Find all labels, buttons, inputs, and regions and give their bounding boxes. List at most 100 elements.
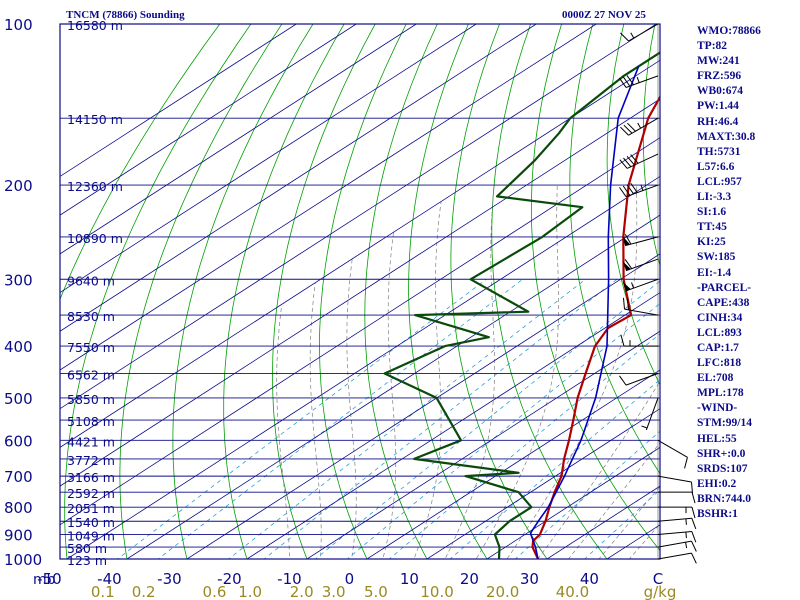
isotherm-line	[60, 24, 297, 177]
temperature-tick-label: C	[653, 570, 663, 588]
wind-barb-flag	[620, 334, 625, 347]
index-line: L57:6.6	[697, 160, 735, 173]
temperature-tick-label: -40	[97, 570, 122, 588]
height-label: 1540 m	[67, 515, 115, 530]
wind-barb-flag	[619, 77, 627, 88]
wind-barb-staff	[645, 397, 659, 431]
index-line: PW:1.44	[697, 100, 739, 113]
wind-barb-half-flag	[636, 76, 640, 83]
pressure-label: 900	[4, 527, 33, 545]
height-label: 10890 m	[67, 231, 123, 246]
height-label: 3166 m	[67, 470, 115, 485]
dry-adiabat-line	[408, 24, 488, 559]
wind-barb-flag	[624, 234, 632, 245]
dry-adiabat-line	[64, 24, 252, 559]
isotherm-line	[66, 175, 660, 559]
wind-barb-flag	[619, 375, 627, 386]
wind-barb-staff	[625, 258, 659, 272]
wind-barb	[657, 552, 697, 564]
dry-adiabat-line	[223, 24, 345, 559]
dry-adiabat-line	[119, 24, 283, 559]
temperature-tick-label: 10	[400, 570, 419, 588]
wind-barb	[620, 23, 659, 42]
index-line: EI:-1.4	[697, 266, 732, 279]
dry-adiabat-line	[642, 24, 660, 267]
wind-barb-flag	[620, 32, 629, 42]
wind-barb-staff	[626, 153, 659, 169]
wind-barb-staff	[657, 552, 692, 560]
mixing-ratio-tick-label: 2.0	[290, 583, 314, 600]
wind-barb-pennant	[622, 281, 631, 291]
wind-barb-half-flag	[630, 32, 635, 39]
mixing-ratio-line	[263, 278, 618, 559]
series-dew-point-line	[383, 51, 660, 559]
pressure-label: 400	[4, 338, 33, 356]
moist-adiabat-line	[628, 523, 660, 559]
wind-barb-flag	[626, 75, 634, 86]
wind-barb-staff	[628, 117, 659, 136]
wind-barb-flag	[630, 154, 639, 164]
wind-barb-flag	[691, 507, 696, 519]
wind-barb-flag	[691, 531, 697, 543]
index-line: RH:46.4	[697, 115, 739, 128]
moist-adiabat-line	[537, 380, 660, 559]
pressure-label: 300	[4, 271, 33, 289]
isotherm-line	[60, 137, 660, 526]
wind-barb-staff	[625, 236, 659, 247]
pressure-label: 600	[4, 432, 33, 450]
wind-barb-staff	[625, 372, 659, 386]
wind-barb	[658, 506, 696, 519]
index-line: -WIND-	[697, 402, 738, 415]
height-label: 14150 m	[67, 112, 123, 127]
dry-adiabat-line	[569, 24, 660, 475]
temperature-tick-label: 40	[580, 570, 599, 588]
mixing-ratio-tick-label: 1.0	[238, 583, 262, 600]
index-line: LFC:818	[697, 357, 742, 370]
index-line: EL:708	[697, 372, 734, 385]
dry-adiabat-line	[60, 24, 221, 301]
moist-adiabat-line	[598, 485, 660, 559]
wind-barb	[657, 540, 697, 552]
pressure-label: 500	[4, 390, 33, 408]
mixing-ratio-tick-label: 40.0	[556, 583, 589, 600]
height-label: 1049 m	[67, 529, 115, 544]
wind-barb	[641, 397, 659, 431]
wind-barb	[620, 117, 659, 136]
wind-barb-half-flag	[685, 542, 688, 549]
pressure-label: 800	[4, 499, 33, 517]
index-line: EHI:0.2	[697, 477, 737, 490]
index-line: SHR+:0.0	[697, 447, 746, 460]
series-parcel-line	[530, 66, 640, 559]
wind-barb-flag	[623, 124, 633, 134]
wind-barb	[657, 475, 694, 494]
index-line: BRN:744.0	[697, 492, 751, 505]
wind-barb-staff	[625, 184, 659, 198]
wind-barb-half-flag	[641, 425, 648, 429]
moist-adiabat-line	[444, 185, 495, 559]
mixing-ratio-tick-label: g/kg	[644, 583, 677, 600]
isotherm-line	[306, 330, 660, 559]
mixing-ratio-tick-label: 0.6	[203, 583, 227, 600]
moist-adiabat-line	[309, 283, 322, 559]
index-line: SI:1.6	[697, 206, 727, 219]
temperature-tick-label: -10	[277, 570, 302, 588]
dry-adiabat-line	[364, 24, 438, 559]
isotherm-line	[60, 24, 417, 255]
index-line: MAXT:30.8	[697, 130, 756, 143]
wind-barb-flag	[630, 182, 638, 193]
index-line: KI:25	[697, 236, 726, 249]
isotherm-line	[366, 369, 660, 559]
mixing-ratio-tick-label: 10.0	[420, 583, 453, 600]
wind-barb-half-flag	[685, 532, 687, 539]
wind-barb	[657, 531, 697, 543]
index-line: MPL:178	[697, 387, 744, 400]
isotherm-line	[60, 24, 357, 216]
index-line: HEL:55	[697, 432, 737, 445]
wind-barb-flag	[624, 259, 633, 269]
index-line: TT:45	[697, 221, 727, 234]
mixing-ratio-tick-label: 0.2	[132, 583, 156, 600]
wind-barb-flag	[691, 518, 697, 530]
wind-barb-flag	[626, 298, 629, 310]
wind-barb-flag	[622, 297, 626, 310]
